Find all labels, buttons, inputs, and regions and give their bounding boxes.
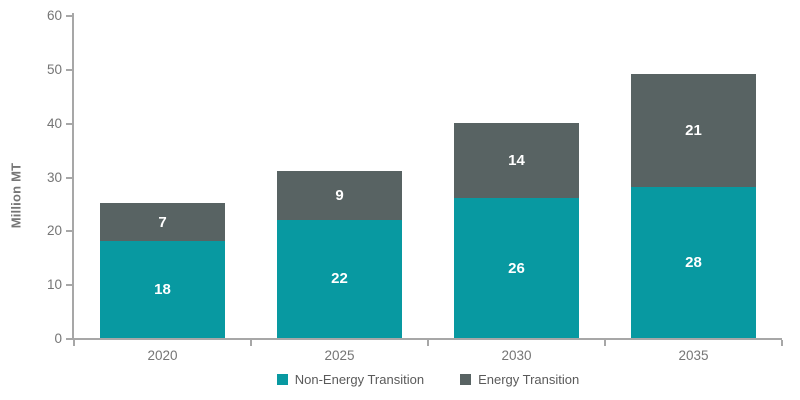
legend-swatch-icon [276, 374, 288, 385]
y-tick [66, 122, 72, 125]
bar-value-label: 28 [685, 254, 702, 272]
legend-label: Non-Energy Transition [294, 372, 425, 387]
y-tick [66, 15, 72, 17]
x-tick [781, 340, 783, 346]
y-tick-label: 10 [46, 277, 62, 293]
legend-label: Energy Transition [478, 372, 580, 387]
y-tick-label: 20 [46, 223, 62, 239]
bar-value-label: 7 [158, 213, 167, 231]
bar-value-label: 22 [331, 270, 348, 288]
y-axis-line [72, 13, 74, 340]
y-tick-label: 60 [46, 8, 62, 23]
x-tick-label: 2025 [324, 348, 355, 363]
bar-segment-non-energy-transition-2020: 18 [100, 241, 225, 338]
x-tick [604, 340, 606, 346]
legend: Non-Energy Transition Energy Transition [74, 372, 782, 387]
bar-value-label: 26 [508, 259, 525, 277]
bar-segment-energy-transition-2030: 14 [454, 122, 579, 199]
x-tick-label: 2030 [501, 348, 532, 363]
y-tick [66, 230, 72, 233]
bar-segment-non-energy-transition-2030: 26 [454, 198, 579, 338]
x-tick [250, 340, 252, 346]
y-tick-label: 30 [46, 169, 62, 185]
bar-value-label: 21 [685, 122, 702, 140]
bar-segment-non-energy-transition-2035: 28 [631, 187, 756, 338]
y-tick [66, 176, 72, 179]
legend-item-energy-transition: Energy Transition [460, 372, 579, 387]
y-tick [66, 68, 72, 71]
x-tick [427, 340, 429, 346]
legend-item-non-energy-transition: Non-Energy Transition [276, 372, 425, 387]
bar-segment-energy-transition-2025: 9 [277, 171, 402, 220]
y-tick [66, 284, 72, 287]
bar-segment-energy-transition-2035: 21 [631, 74, 756, 188]
y-tick-label: 40 [46, 115, 62, 131]
x-tick [73, 340, 75, 346]
bar-value-label: 18 [154, 281, 171, 299]
x-tick-label: 2020 [147, 348, 178, 363]
y-tick-label: 0 [54, 331, 62, 346]
legend-swatch-icon [460, 374, 472, 385]
bar-segment-non-energy-transition-2025: 22 [277, 219, 402, 338]
bar-value-label: 14 [508, 151, 525, 169]
x-axis-line [72, 338, 782, 340]
x-tick-label: 2035 [678, 348, 709, 363]
bar-segment-energy-transition-2020: 7 [100, 203, 225, 242]
y-tick-label: 50 [46, 61, 62, 77]
bar-value-label: 9 [335, 186, 344, 204]
y-tick [66, 338, 72, 340]
